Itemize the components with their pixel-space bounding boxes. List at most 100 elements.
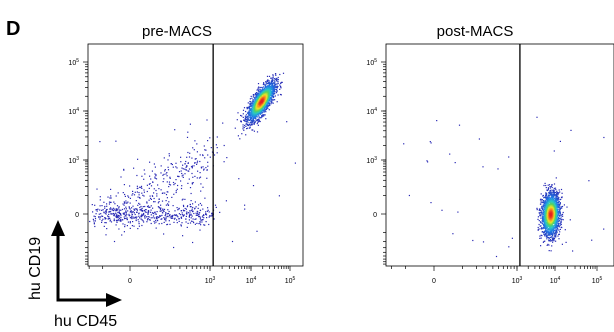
event-dot xyxy=(536,207,538,209)
event-dot xyxy=(106,228,108,230)
event-dot xyxy=(548,250,550,252)
event-dot xyxy=(540,234,542,236)
event-dot xyxy=(251,101,253,103)
event-dot xyxy=(184,168,186,170)
event-dot xyxy=(539,213,541,215)
event-dot xyxy=(120,209,122,211)
event-dot xyxy=(258,120,260,122)
event-dot xyxy=(108,211,110,213)
event-dot xyxy=(213,218,215,220)
event-dot xyxy=(174,214,176,216)
event-dot xyxy=(555,240,557,242)
event-dot xyxy=(201,216,203,218)
event-dot xyxy=(123,184,125,186)
event-dot xyxy=(550,207,552,210)
event-dot xyxy=(546,238,548,240)
event-dot xyxy=(130,211,132,213)
event-dot xyxy=(107,215,109,217)
event-dot xyxy=(140,205,142,208)
event-dot xyxy=(265,107,267,109)
event-dot xyxy=(258,119,260,121)
event-dot xyxy=(558,238,560,240)
event-dot xyxy=(548,231,550,233)
event-dot xyxy=(207,209,209,211)
event-dot xyxy=(244,120,246,122)
event-dot xyxy=(238,178,240,180)
event-dot xyxy=(497,168,499,170)
event-dot xyxy=(126,217,128,219)
event-dot xyxy=(250,119,252,121)
event-dot xyxy=(272,79,274,81)
event-dot xyxy=(277,79,279,81)
event-dot xyxy=(135,216,137,218)
event-dot xyxy=(273,80,275,82)
event-dot xyxy=(141,224,143,227)
event-dot xyxy=(249,127,251,129)
event-dot xyxy=(148,183,150,185)
event-dot xyxy=(168,214,170,217)
event-dot xyxy=(538,228,540,230)
plot-frame xyxy=(385,43,614,267)
event-dot xyxy=(140,215,142,217)
event-dot xyxy=(165,212,167,214)
event-dot xyxy=(136,209,138,211)
event-dot xyxy=(116,208,118,210)
event-dot xyxy=(185,221,187,223)
event-dot xyxy=(195,212,197,214)
event-dot xyxy=(543,197,545,199)
event-dot xyxy=(125,212,127,214)
event-dot xyxy=(196,143,198,145)
event-dot xyxy=(551,221,553,223)
event-dot xyxy=(126,219,128,221)
event-dot xyxy=(182,235,184,237)
event-dot xyxy=(545,205,547,207)
event-dot xyxy=(163,210,165,212)
event-dot xyxy=(478,138,480,140)
event-dot xyxy=(562,215,564,217)
event-dot xyxy=(167,216,169,218)
event-dot xyxy=(558,233,560,235)
y-tick-label: 0 xyxy=(373,212,377,219)
event-dot xyxy=(546,234,548,236)
event-dot xyxy=(245,122,247,124)
event-dot xyxy=(554,207,556,210)
event-dot xyxy=(104,212,106,214)
event-dot xyxy=(550,238,552,241)
event-dot xyxy=(268,75,271,77)
event-dot xyxy=(129,217,131,219)
event-dot xyxy=(556,210,558,212)
event-dot xyxy=(560,223,562,226)
event-dot xyxy=(166,224,168,226)
event-dot xyxy=(242,109,245,111)
event-dot xyxy=(274,88,276,90)
event-dot xyxy=(559,213,561,215)
event-dot xyxy=(98,216,100,219)
event-dot xyxy=(242,124,244,126)
event-dot xyxy=(146,201,148,203)
event-dot xyxy=(209,137,211,139)
event-dot xyxy=(547,198,549,200)
event-dot xyxy=(143,189,145,191)
event-dot xyxy=(222,122,224,124)
event-dot xyxy=(162,208,164,210)
event-dot xyxy=(207,207,209,209)
event-dot xyxy=(254,104,256,106)
event-dot xyxy=(539,235,541,237)
event-dot xyxy=(553,190,555,192)
event-dot xyxy=(165,220,167,222)
event-dot xyxy=(164,192,166,194)
event-dot xyxy=(107,218,109,220)
event-dot xyxy=(272,82,274,85)
event-dot xyxy=(131,194,133,196)
event-dot xyxy=(543,204,545,206)
event-dot xyxy=(155,221,157,223)
event-dot xyxy=(182,168,184,170)
event-dot xyxy=(141,192,143,194)
event-dot xyxy=(189,123,191,125)
event-dot xyxy=(197,170,199,172)
event-dot xyxy=(133,208,135,210)
event-dot xyxy=(540,228,542,230)
event-dot xyxy=(552,189,554,191)
event-dot xyxy=(116,214,118,216)
event-dot xyxy=(231,240,234,243)
